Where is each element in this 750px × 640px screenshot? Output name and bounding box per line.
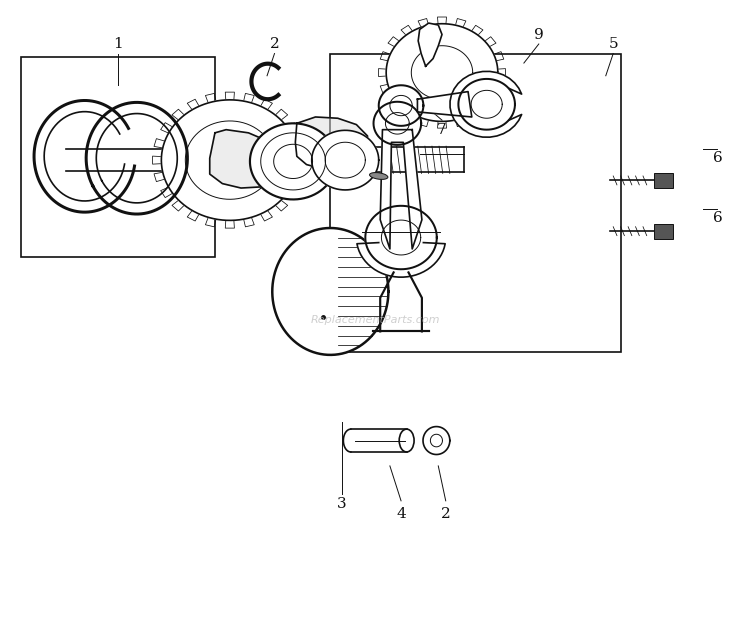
Text: 4: 4 bbox=[396, 506, 406, 520]
Text: 2: 2 bbox=[441, 506, 451, 520]
Polygon shape bbox=[296, 117, 368, 169]
Text: 2: 2 bbox=[270, 37, 279, 51]
Polygon shape bbox=[423, 427, 450, 454]
Bar bbox=[330, 54, 621, 352]
Polygon shape bbox=[386, 24, 498, 122]
Text: 9: 9 bbox=[534, 28, 544, 42]
Text: 1: 1 bbox=[113, 37, 123, 51]
Polygon shape bbox=[450, 72, 522, 137]
Polygon shape bbox=[161, 100, 298, 220]
Polygon shape bbox=[458, 79, 515, 130]
Polygon shape bbox=[210, 130, 286, 188]
Bar bbox=[654, 173, 673, 188]
Bar bbox=[22, 57, 215, 257]
Polygon shape bbox=[379, 85, 424, 126]
Polygon shape bbox=[250, 124, 336, 200]
Text: 3: 3 bbox=[337, 497, 346, 511]
Polygon shape bbox=[312, 131, 379, 190]
Polygon shape bbox=[374, 102, 422, 145]
Text: 6: 6 bbox=[712, 211, 722, 225]
Text: 7: 7 bbox=[437, 123, 447, 137]
Text: 5: 5 bbox=[608, 37, 618, 51]
Polygon shape bbox=[380, 130, 422, 249]
Ellipse shape bbox=[59, 148, 73, 171]
Polygon shape bbox=[419, 23, 442, 66]
Text: 8: 8 bbox=[419, 230, 428, 244]
Ellipse shape bbox=[399, 429, 414, 452]
Polygon shape bbox=[357, 243, 446, 277]
Bar bbox=[654, 223, 673, 239]
Polygon shape bbox=[272, 228, 388, 355]
Text: 6: 6 bbox=[712, 151, 722, 165]
Polygon shape bbox=[365, 206, 436, 269]
Ellipse shape bbox=[370, 173, 388, 179]
Polygon shape bbox=[418, 92, 472, 117]
Text: ReplacementParts.com: ReplacementParts.com bbox=[310, 315, 440, 325]
